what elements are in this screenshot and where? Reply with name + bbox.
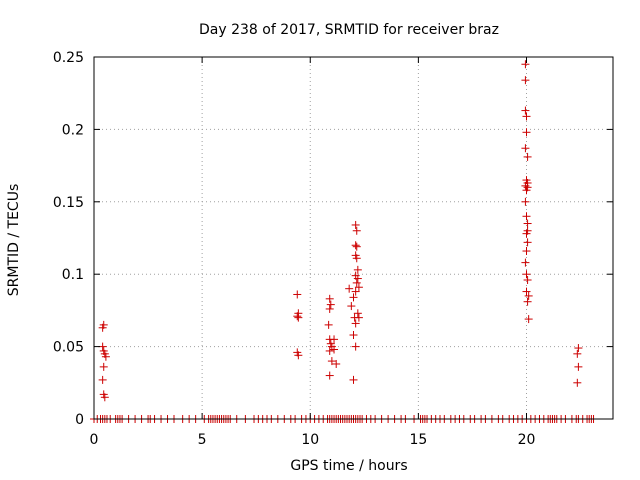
plot-frame bbox=[93, 56, 614, 420]
data-point bbox=[573, 378, 582, 387]
data-point bbox=[522, 212, 531, 221]
y-tick-label: 0.25 bbox=[53, 50, 84, 66]
data-point bbox=[349, 293, 358, 302]
data-point bbox=[325, 371, 334, 380]
data-point bbox=[351, 319, 360, 328]
data-point bbox=[330, 335, 339, 344]
data-point bbox=[332, 359, 341, 368]
data-point bbox=[352, 278, 361, 287]
data-point bbox=[293, 312, 302, 321]
data-point bbox=[324, 320, 333, 329]
data-point bbox=[351, 287, 360, 296]
data-point bbox=[100, 393, 109, 402]
x-tick-label: 5 bbox=[198, 432, 207, 448]
data-point bbox=[521, 106, 530, 115]
data-point bbox=[325, 294, 334, 303]
data-point bbox=[349, 331, 358, 340]
data-point bbox=[524, 315, 533, 324]
data-point bbox=[351, 241, 360, 250]
data-point bbox=[522, 247, 531, 256]
chart-title: Day 238 of 2017, SRMTID for receiver bra… bbox=[199, 22, 499, 38]
data-point bbox=[325, 304, 334, 313]
data-point bbox=[353, 309, 362, 318]
data-point bbox=[523, 297, 532, 306]
data-point bbox=[327, 357, 336, 366]
data-point bbox=[326, 300, 335, 309]
data-point bbox=[345, 284, 354, 293]
x-tick-label: 20 bbox=[518, 432, 536, 448]
grid-lines bbox=[94, 56, 613, 419]
x-tick-label: 0 bbox=[90, 432, 99, 448]
data-point bbox=[521, 258, 530, 267]
data-point bbox=[294, 313, 303, 322]
axis-ticks bbox=[93, 56, 613, 420]
y-tick-label: 0.05 bbox=[53, 340, 84, 356]
data-point bbox=[522, 287, 531, 296]
data-point bbox=[523, 275, 532, 284]
data-point bbox=[101, 352, 110, 361]
data-point bbox=[352, 254, 361, 263]
data-point bbox=[521, 197, 530, 206]
y-tick-label: 0.1 bbox=[62, 267, 84, 283]
data-point bbox=[352, 242, 361, 251]
data-point bbox=[523, 183, 532, 192]
y-tick-label: 0.2 bbox=[62, 122, 84, 138]
data-point bbox=[99, 320, 108, 329]
y-tick-label: 0.15 bbox=[53, 195, 84, 211]
data-point bbox=[522, 128, 531, 137]
data-point bbox=[523, 152, 532, 161]
data-point bbox=[522, 112, 531, 121]
y-axis-label: SRMTID / TECUs bbox=[6, 184, 22, 297]
x-tick-labels: 0 5 10 15 20 bbox=[90, 432, 536, 448]
data-point bbox=[351, 342, 360, 351]
data-point bbox=[353, 274, 362, 283]
data-point bbox=[522, 270, 531, 279]
data-point bbox=[523, 219, 532, 228]
data-point bbox=[293, 290, 302, 299]
data-point bbox=[521, 60, 530, 69]
x-axis-label: GPS time / hours bbox=[290, 458, 407, 474]
data-point bbox=[349, 375, 358, 384]
data-point bbox=[354, 313, 363, 322]
data-point bbox=[352, 226, 361, 235]
data-point bbox=[354, 283, 363, 292]
data-point bbox=[330, 345, 339, 354]
data-point bbox=[573, 349, 582, 358]
x-tick-label: 15 bbox=[409, 432, 427, 448]
x-tick-label: 10 bbox=[301, 432, 319, 448]
data-point bbox=[523, 238, 532, 247]
data-point bbox=[353, 265, 362, 274]
data-point bbox=[521, 181, 530, 190]
data-point bbox=[347, 302, 356, 311]
data-point bbox=[574, 344, 583, 353]
y-tick-labels: 0 0.05 0.1 0.15 0.2 0.25 bbox=[53, 50, 84, 428]
y-tick-label: 0 bbox=[75, 412, 84, 428]
data-point bbox=[99, 362, 108, 371]
data-point bbox=[574, 362, 583, 371]
data-point bbox=[325, 346, 334, 355]
data-point bbox=[98, 375, 107, 384]
data-point bbox=[521, 144, 530, 153]
data-point bbox=[522, 229, 531, 238]
data-point bbox=[294, 351, 303, 360]
data-point bbox=[521, 76, 530, 85]
data-point bbox=[351, 220, 360, 229]
data-point bbox=[524, 291, 533, 300]
data-points bbox=[90, 60, 598, 423]
